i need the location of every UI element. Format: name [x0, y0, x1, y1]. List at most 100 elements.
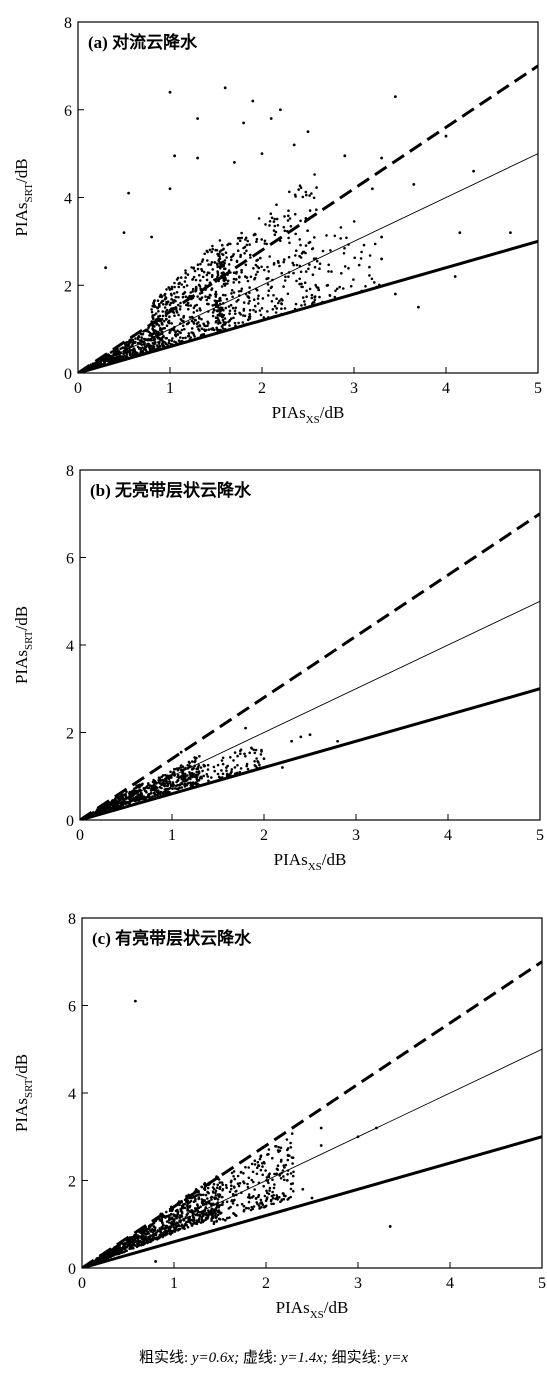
- data-point: [342, 287, 345, 290]
- data-point: [308, 263, 311, 266]
- data-point: [176, 303, 180, 307]
- data-point: [257, 1204, 261, 1207]
- data-point: [220, 769, 223, 772]
- data-point: [131, 351, 134, 355]
- data-point: [206, 250, 209, 254]
- data-point: [212, 1208, 216, 1211]
- data-point: [165, 288, 168, 291]
- data-point: [163, 297, 167, 301]
- data-point: [208, 293, 212, 297]
- chart-panel-3: 0 1 2 3 4 5 0 2 4 6 8 PIAsXS/dB PIAsSRT/dB (c) 有亮带层状云…: [12, 911, 546, 1321]
- data-point: [171, 772, 175, 775]
- data-point: [308, 194, 311, 197]
- data-point: [304, 190, 308, 194]
- data-point: [220, 249, 223, 252]
- data-point: [262, 757, 266, 761]
- data-point: [301, 195, 305, 199]
- data-point: [142, 1241, 146, 1245]
- data-point: [212, 1182, 216, 1186]
- data-point: [231, 295, 234, 299]
- data-point: [237, 298, 240, 302]
- data-point: [125, 1242, 128, 1245]
- data-point: [115, 357, 119, 361]
- data-point: [211, 314, 215, 318]
- data-point: [183, 782, 187, 786]
- data-point: [207, 328, 211, 331]
- data-point: [205, 773, 209, 776]
- data-point: [240, 1202, 244, 1206]
- data-point: [115, 350, 118, 354]
- data-point: [121, 346, 125, 349]
- data-point: [129, 349, 132, 352]
- data-point: [248, 299, 251, 303]
- data-point: [334, 289, 337, 293]
- data-point: [295, 263, 299, 267]
- data-point: [234, 306, 238, 310]
- data-point: [194, 278, 198, 282]
- data-point: [167, 319, 171, 323]
- data-point: [121, 803, 124, 806]
- data-point: [283, 215, 286, 218]
- data-point: [128, 790, 132, 794]
- dashed-line-label: 虚线:: [242, 1350, 277, 1366]
- data-point: [180, 775, 183, 779]
- data-point: [283, 307, 287, 310]
- data-point: [156, 322, 159, 326]
- data-point: [199, 262, 202, 266]
- data-point: [289, 1187, 293, 1191]
- data-point: [192, 311, 196, 314]
- data-point: [210, 261, 214, 264]
- data-point: [275, 1172, 278, 1175]
- data-point: [200, 1185, 203, 1189]
- data-point: [299, 256, 303, 259]
- data-point: [162, 303, 165, 306]
- data-point: [104, 266, 107, 270]
- data-point: [325, 234, 328, 237]
- data-point: [270, 216, 274, 220]
- data-point: [230, 1171, 234, 1175]
- data-point: [509, 231, 512, 235]
- data-point: [276, 1149, 280, 1152]
- data-point: [281, 766, 284, 769]
- data-point: [220, 1203, 223, 1207]
- data-point: [170, 322, 173, 325]
- data-point: [128, 1241, 131, 1244]
- data-point: [267, 1148, 271, 1151]
- data-point: [200, 327, 204, 331]
- data-point: [238, 236, 241, 240]
- data-point: [192, 775, 195, 778]
- data-point: [310, 293, 314, 297]
- data-point: [215, 320, 218, 324]
- data-point: [180, 283, 183, 286]
- data-point: [152, 324, 155, 327]
- data-point: [179, 276, 183, 279]
- data-point: [371, 187, 374, 191]
- data-point: [158, 295, 162, 298]
- data-point: [163, 292, 167, 296]
- data-point: [229, 756, 232, 759]
- x-tick-label: 0: [76, 827, 84, 844]
- data-point: [200, 317, 203, 321]
- data-point: [187, 307, 190, 311]
- data-point: [169, 292, 173, 296]
- data-point: [221, 318, 225, 322]
- data-point: [352, 278, 355, 281]
- data-point: [295, 249, 298, 252]
- reference-line-dashed: [82, 960, 542, 1268]
- data-point: [214, 290, 218, 294]
- data-point: [124, 792, 127, 796]
- data-point: [174, 784, 178, 788]
- data-point: [274, 1145, 277, 1148]
- data-point: [232, 1192, 235, 1196]
- data-point: [196, 117, 200, 120]
- data-point: [277, 1146, 281, 1149]
- data-point: [217, 322, 220, 325]
- data-point: [215, 1220, 218, 1223]
- reference-line-thick: [82, 1135, 542, 1268]
- data-point: [232, 271, 236, 275]
- data-point: [313, 265, 317, 269]
- data-point: [133, 999, 137, 1003]
- data-point: [198, 324, 202, 328]
- plot-frame: [77, 21, 539, 374]
- data-point: [198, 292, 202, 295]
